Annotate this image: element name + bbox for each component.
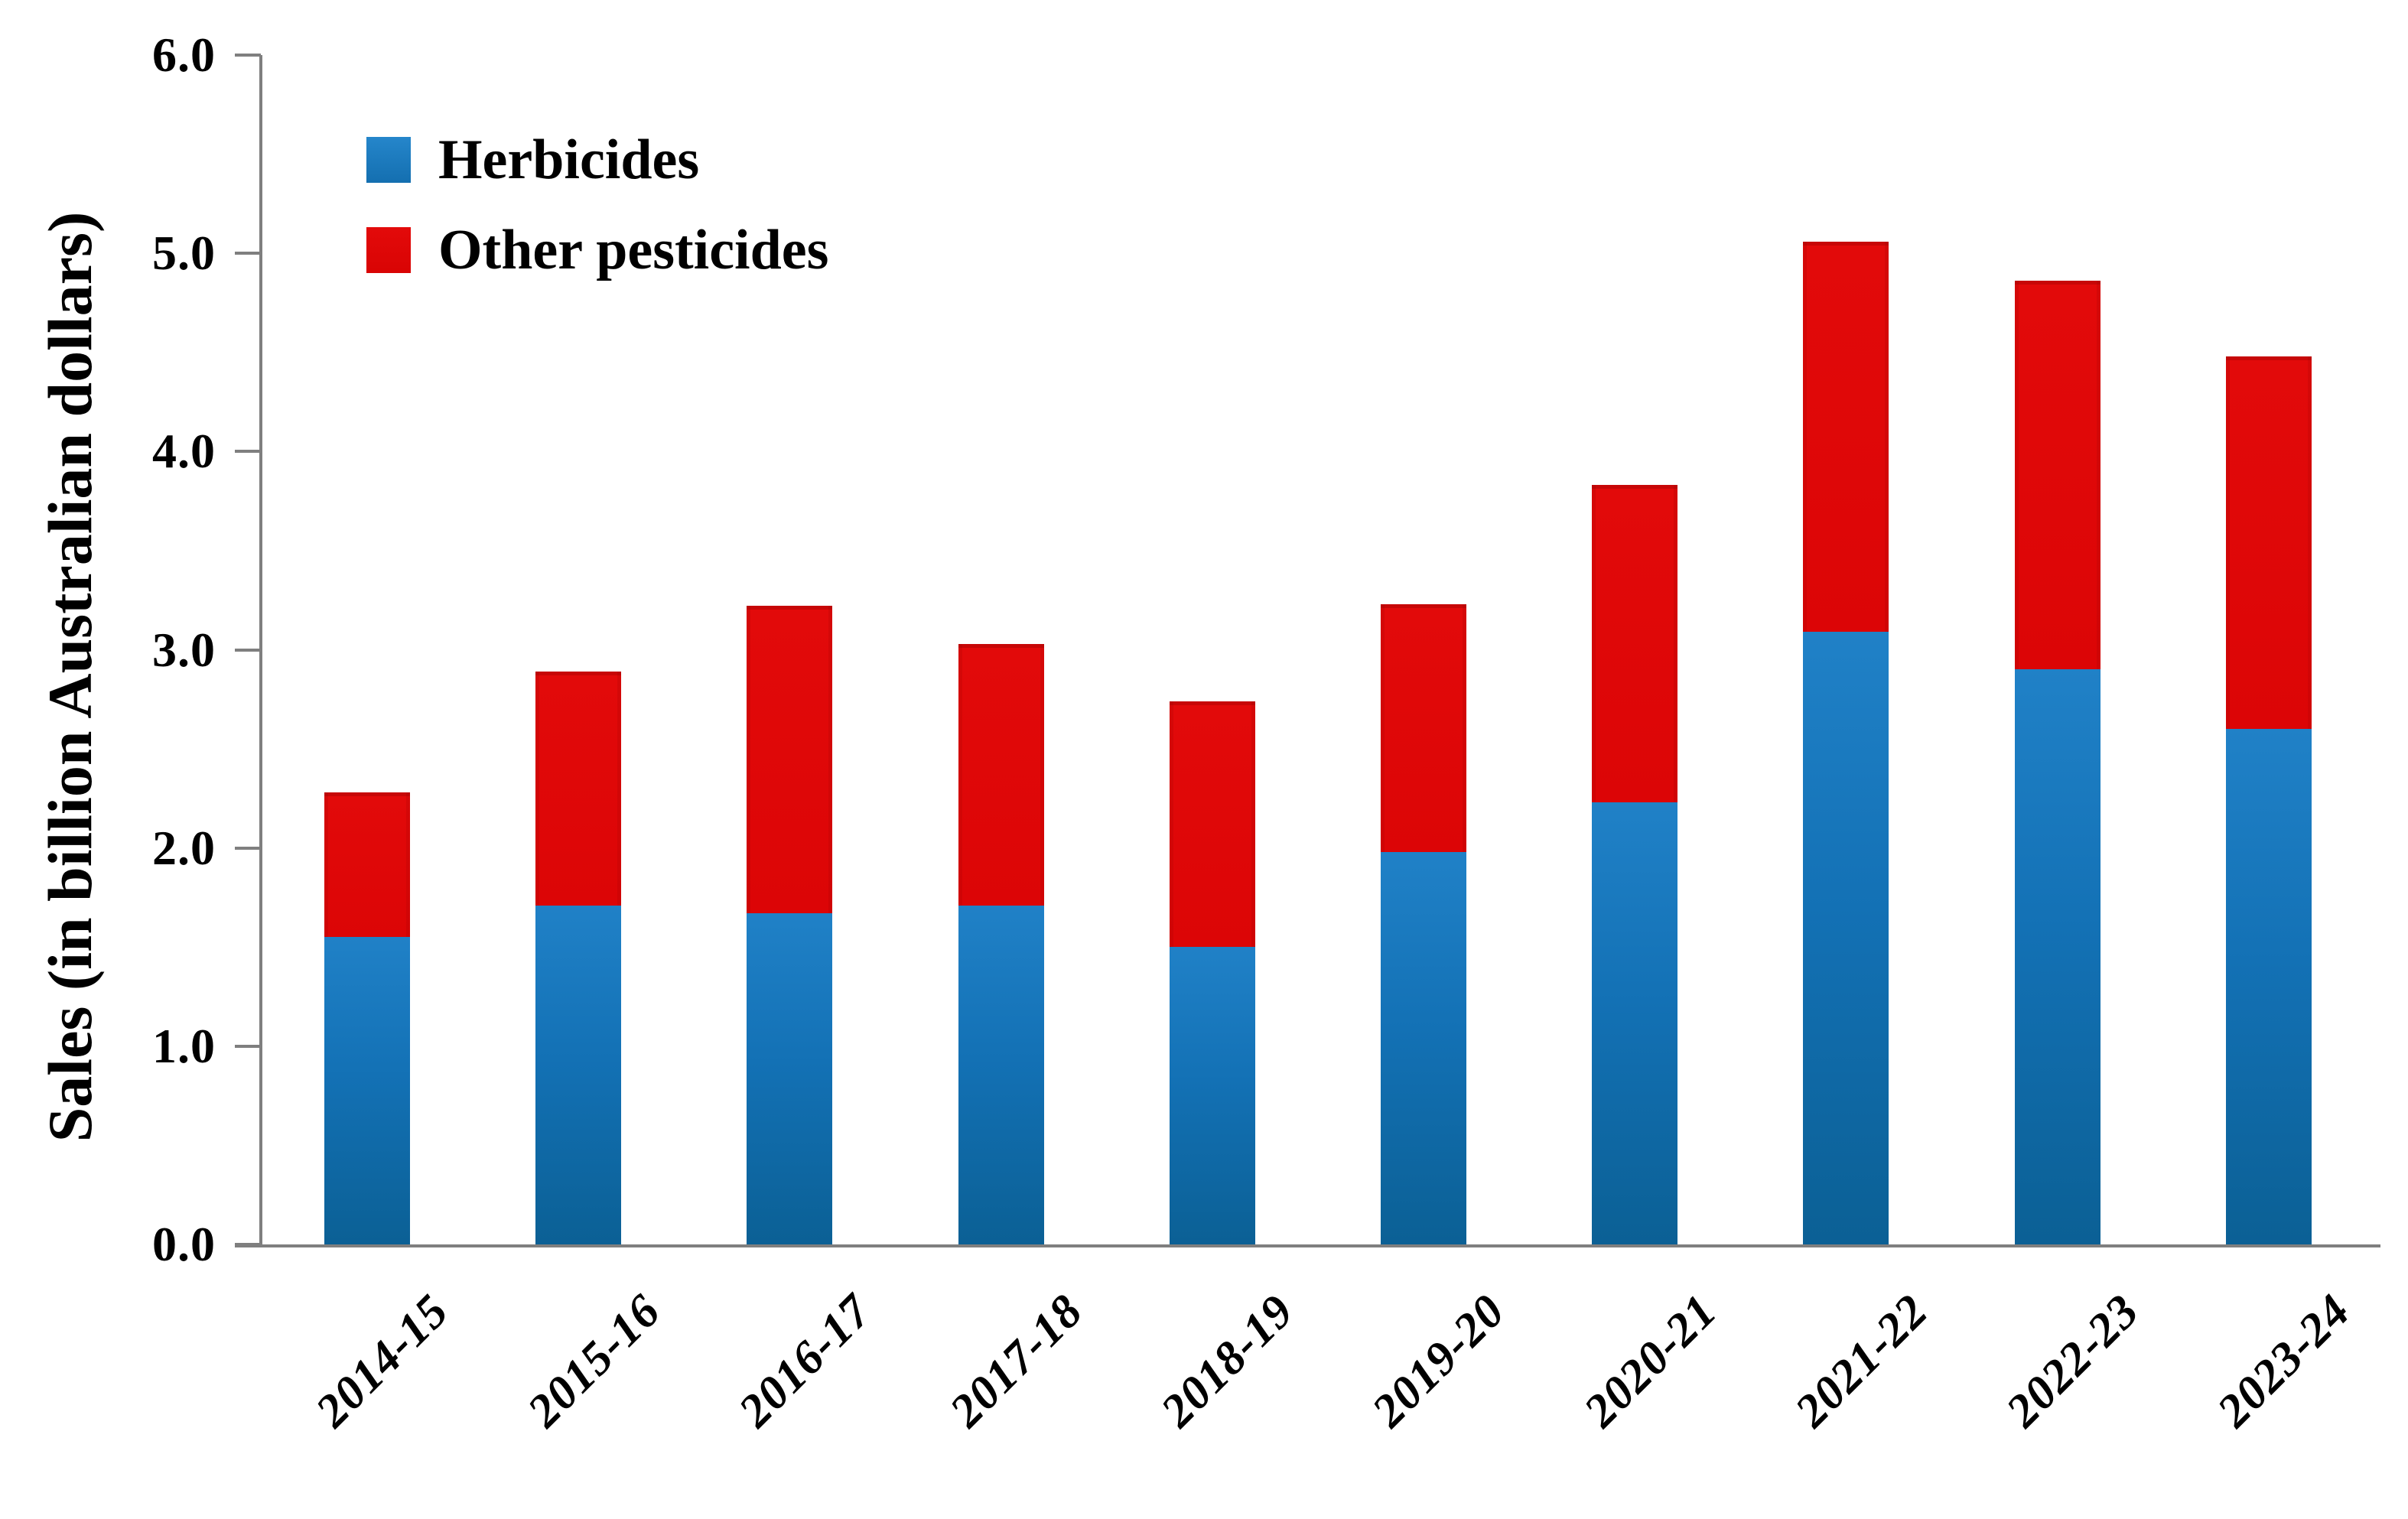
y-tick <box>235 648 261 652</box>
y-tick-label: 4.0 <box>152 424 216 479</box>
bar-segment-herbicides-2017-18 <box>958 905 1044 1244</box>
bar-segment-herbicides-2023-24 <box>2225 729 2312 1244</box>
legend-label-other-pesticides: Other pesticides <box>438 219 829 281</box>
bar-segment-herbicides-2014-15 <box>324 937 410 1244</box>
herbicides-swatch-icon <box>366 137 411 183</box>
x-axis-label-2022-23: 2022-23 <box>1996 1284 2149 1437</box>
y-tick-label: 3.0 <box>152 622 216 677</box>
legend: Herbicides Other pesticides <box>366 132 828 312</box>
bar-segment-herbicides-2016-17 <box>747 913 833 1244</box>
x-axis-line <box>235 1244 2380 1247</box>
bar-segment-other-pesticides-2023-24 <box>2225 356 2312 730</box>
legend-item-other-pesticides: Other pesticides <box>366 222 828 278</box>
bar-segment-herbicides-2020-21 <box>1592 802 1678 1244</box>
x-axis-label-2016-17: 2016-17 <box>728 1284 882 1437</box>
y-tick <box>235 54 261 57</box>
bar-segment-herbicides-2015-16 <box>535 905 622 1244</box>
bar-segment-other-pesticides-2022-23 <box>2014 281 2100 670</box>
y-tick <box>235 1243 261 1246</box>
x-axis-label-2020-21: 2020-21 <box>1573 1284 1726 1437</box>
bar-segment-herbicides-2022-23 <box>2014 669 2100 1244</box>
bar-segment-other-pesticides-2015-16 <box>535 672 622 906</box>
y-tick-label: 6.0 <box>152 28 216 82</box>
x-axis-label-2018-19: 2018-19 <box>1151 1284 1304 1437</box>
x-axis-label-2014-15: 2014-15 <box>306 1284 459 1437</box>
y-tick <box>235 1044 261 1048</box>
other-pesticides-swatch-icon <box>366 227 411 273</box>
y-tick-label: 0.0 <box>152 1217 216 1271</box>
bar-segment-other-pesticides-2017-18 <box>958 643 1044 906</box>
x-axis-label-2021-22: 2021-22 <box>1785 1284 1938 1437</box>
bar-segment-herbicides-2021-22 <box>1803 632 1889 1244</box>
bar-segment-herbicides-2018-19 <box>1169 947 1255 1244</box>
y-tick-label: 5.0 <box>152 226 216 281</box>
bar-segment-other-pesticides-2019-20 <box>1381 603 1466 852</box>
y-tick <box>235 252 261 255</box>
legend-label-herbicides: Herbicides <box>438 128 700 191</box>
bar-segment-other-pesticides-2021-22 <box>1803 241 1889 633</box>
y-tick <box>235 450 261 454</box>
x-axis-label-2023-24: 2023-24 <box>2208 1284 2361 1437</box>
legend-item-herbicides: Herbicides <box>366 132 828 188</box>
y-tick-label: 2.0 <box>152 820 216 875</box>
y-tick-label: 1.0 <box>152 1018 216 1073</box>
bar-segment-other-pesticides-2018-19 <box>1169 701 1255 948</box>
bar-segment-other-pesticides-2020-21 <box>1592 485 1678 803</box>
y-axis-line <box>259 55 262 1246</box>
bar-segment-other-pesticides-2014-15 <box>324 792 410 938</box>
x-axis-label-2017-18: 2017-18 <box>940 1284 1093 1437</box>
x-axis-label-2015-16: 2015-16 <box>517 1284 670 1437</box>
x-axis-label-2019-20: 2019-20 <box>1362 1284 1515 1437</box>
y-tick <box>235 846 261 850</box>
bar-segment-other-pesticides-2016-17 <box>747 606 833 914</box>
bar-segment-herbicides-2019-20 <box>1381 851 1466 1244</box>
